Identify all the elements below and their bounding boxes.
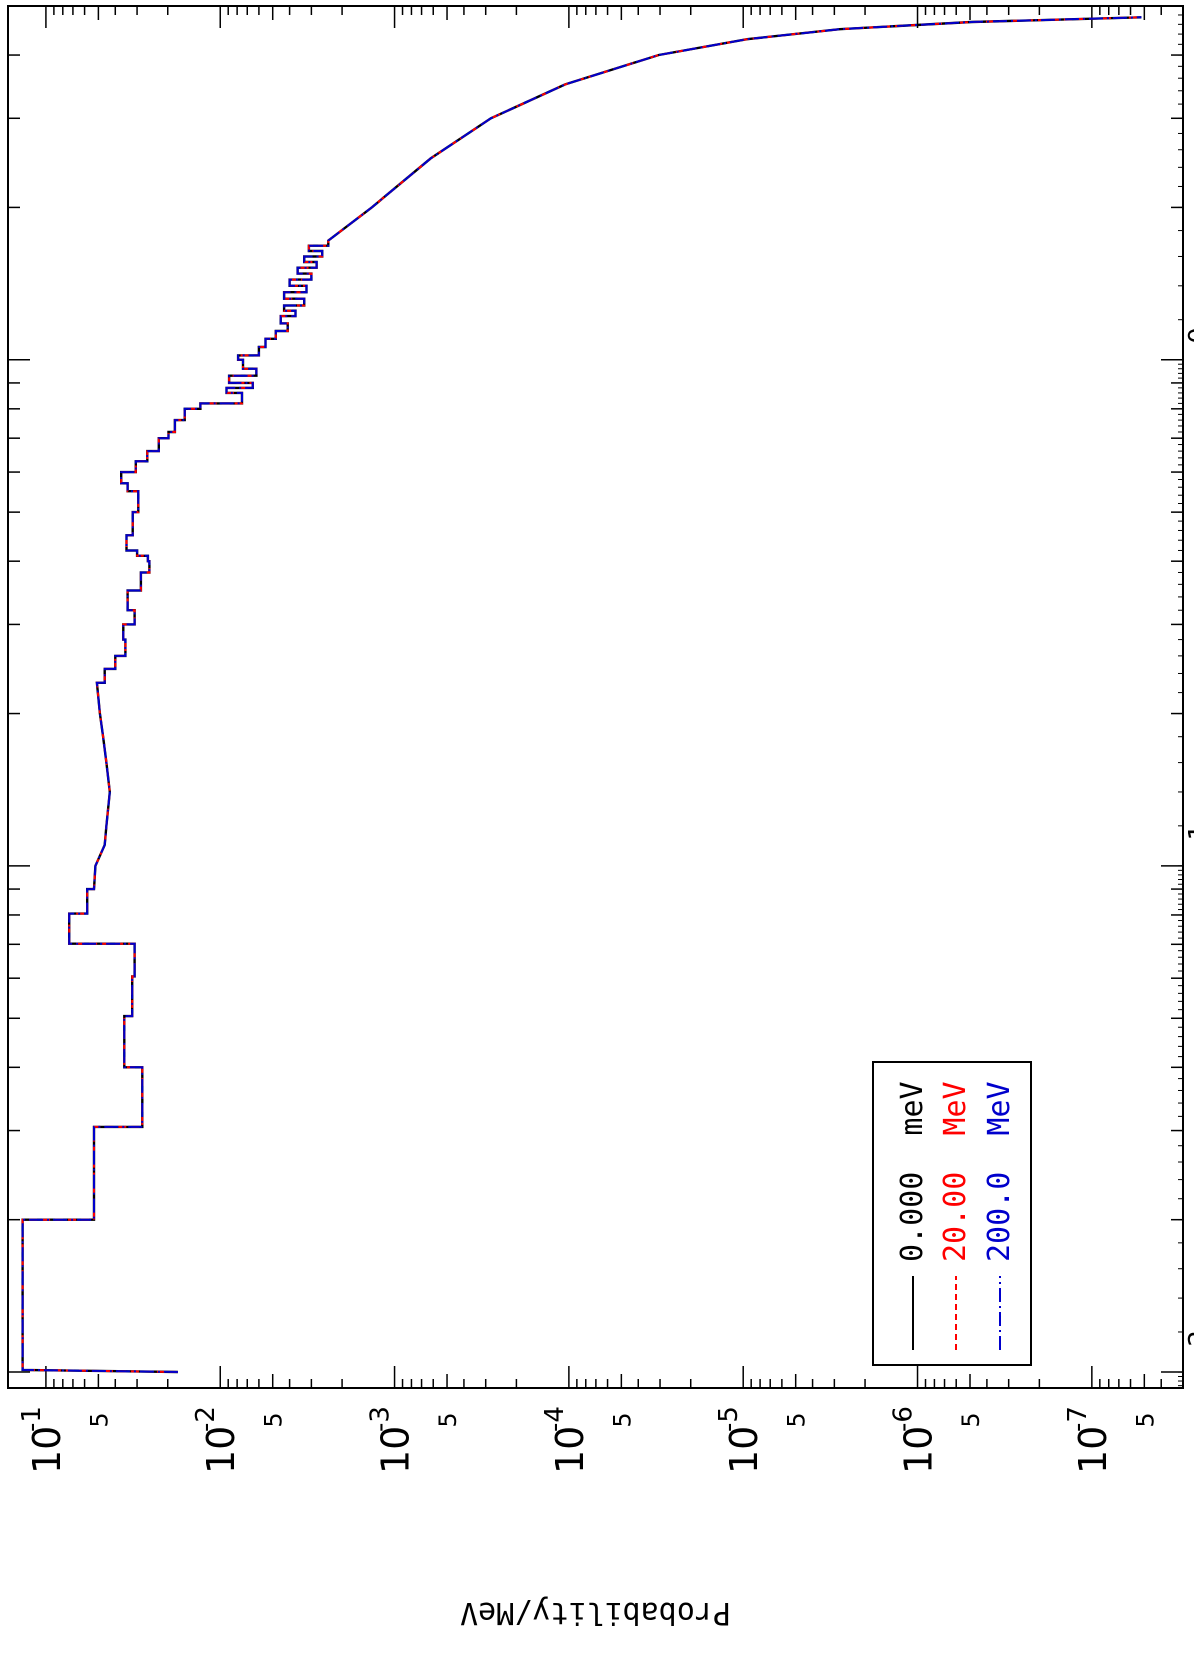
y-decade-mantissa: 10 <box>25 1426 69 1474</box>
x-decade-exponent: -1 <box>1184 824 1194 850</box>
axes-group: 10-210-1100246824682410-110-210-310-410-… <box>7 5 1194 1474</box>
y-axis-title: Probability/MeV <box>460 1595 731 1630</box>
y-decade-exponent: -5 <box>714 1406 744 1432</box>
legend-label-0: 0.000 meV <box>895 1081 930 1262</box>
y-decade-mantissa: 10 <box>722 1426 766 1474</box>
y-minor-label: 5 <box>957 1412 985 1427</box>
y-minor-label: 5 <box>260 1412 288 1427</box>
y-decade-exponent: -4 <box>540 1406 570 1432</box>
series-group <box>21 16 1142 1374</box>
y-decade-exponent: -2 <box>191 1406 221 1432</box>
legend-label-2: 200.0 MeV <box>982 1081 1017 1262</box>
y-decade-mantissa: 10 <box>1071 1426 1115 1474</box>
legend-label-1: 20.00 MeV <box>938 1081 973 1262</box>
y-decade-exponent: -7 <box>1063 1406 1093 1432</box>
y-decade-mantissa: 10 <box>897 1426 941 1474</box>
y-minor-label: 5 <box>783 1412 811 1427</box>
y-minor-label: 5 <box>608 1412 636 1427</box>
y-minor-label: 5 <box>434 1412 462 1427</box>
x-decade-mantissa: 10 <box>1192 1346 1194 1394</box>
y-decade-exponent: -1 <box>17 1406 47 1432</box>
x-decade-mantissa: 10 <box>1192 840 1194 888</box>
y-decade-mantissa: 10 <box>548 1426 592 1474</box>
x-decade-exponent: 0 <box>1184 327 1194 344</box>
x-decade-exponent: -2 <box>1184 1330 1194 1356</box>
y-decade-exponent: -6 <box>889 1406 919 1432</box>
y-minor-label: 5 <box>85 1412 113 1427</box>
y-minor-label: 5 <box>1131 1412 1159 1427</box>
y-decade-exponent: -3 <box>366 1406 396 1432</box>
series-line-2 <box>21 16 1142 1373</box>
y-decade-mantissa: 10 <box>199 1426 243 1474</box>
legend: 0.000 meV 20.00 MeV 200.0 MeV <box>872 1061 1032 1366</box>
y-decade-mantissa: 10 <box>374 1426 418 1474</box>
x-decade-mantissa: 10 <box>1192 333 1194 381</box>
